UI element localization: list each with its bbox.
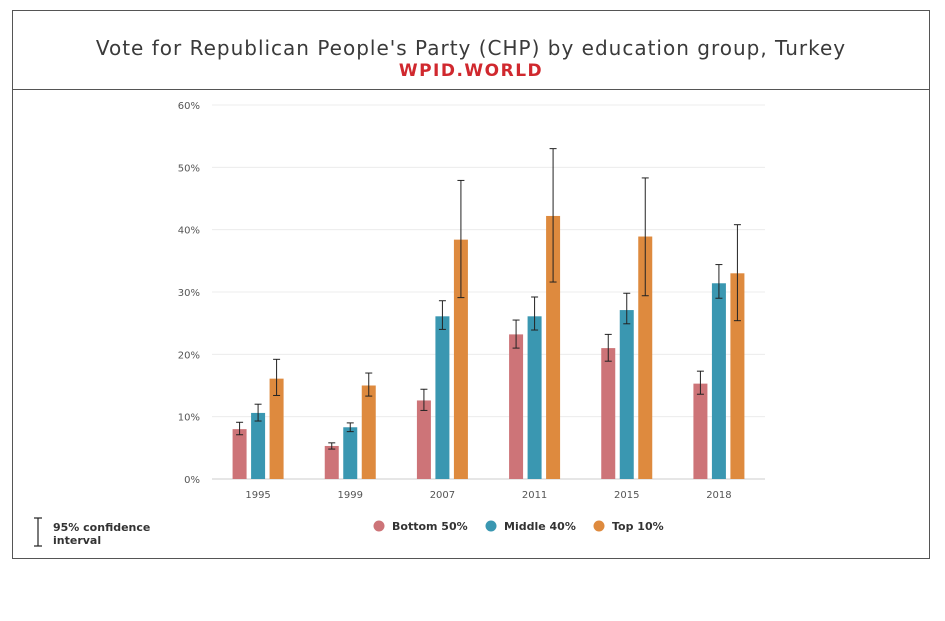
chart-frame: Vote for Republican People's Party (CHP)… — [12, 10, 930, 559]
bar-top-10pct-1999 — [361, 385, 376, 479]
y-tick-label: 60% — [178, 101, 200, 112]
legend: Bottom 50% Middle 40% Top 10% — [373, 520, 664, 533]
bar-top-10pct-2018 — [730, 273, 745, 479]
legend-label-top-10pct: Top 10% — [612, 520, 664, 533]
y-tick-label: 20% — [178, 350, 200, 361]
bar-bottom-50pct-2007 — [416, 400, 431, 479]
bar-bottom-50pct-2018 — [693, 383, 708, 479]
x-tick-label-2007: 2007 — [430, 490, 455, 501]
bar-top-10pct-2007 — [453, 239, 468, 479]
x-tick-label-2011: 2011 — [522, 490, 547, 501]
legend-marker-middle-40pct — [485, 520, 497, 532]
x-tick-label-2015: 2015 — [614, 490, 639, 501]
x-tick-label-1999: 1999 — [338, 490, 363, 501]
bar-middle-40pct-2007 — [435, 316, 450, 479]
legend-label-bottom-50pct: Bottom 50% — [392, 520, 468, 533]
error-bars — [236, 148, 741, 450]
y-tick-label: 0% — [184, 475, 200, 486]
bar-middle-40pct-2011 — [527, 316, 542, 479]
y-tick-label: 40% — [178, 226, 200, 237]
gridlines — [212, 104, 765, 480]
bar-middle-40pct-1995 — [251, 412, 266, 479]
bar-top-10pct-2015 — [638, 236, 653, 479]
ci-note-line1: 95% confidence — [53, 521, 150, 534]
x-tick-label-1995: 1995 — [245, 490, 270, 501]
y-axis-ticks: 0% 10% 20% 30% 40% 50% 60% — [178, 101, 200, 486]
bar-top-10pct-1995 — [269, 378, 284, 479]
bar-middle-40pct-1999 — [343, 427, 358, 479]
bar-bottom-50pct-1995 — [232, 429, 247, 479]
legend-marker-bottom-50pct — [373, 520, 385, 532]
bar-bottom-50pct-1999 — [324, 445, 339, 479]
chart-subtitle: WPID.WORLD — [398, 61, 544, 81]
bar-middle-40pct-2018 — [711, 283, 726, 479]
y-tick-label: 30% — [178, 288, 200, 299]
x-tick-label-2018: 2018 — [706, 490, 731, 501]
y-tick-label: 50% — [178, 163, 200, 174]
bars — [232, 215, 745, 479]
chart-header: Vote for Republican People's Party (CHP)… — [13, 11, 929, 90]
bar-bottom-50pct-2011 — [509, 334, 524, 479]
bar-bottom-50pct-2015 — [601, 348, 616, 479]
legend-label-middle-40pct: Middle 40% — [504, 520, 576, 533]
ci-note-line2: interval — [53, 534, 101, 547]
y-tick-label: 10% — [178, 413, 200, 424]
bar-middle-40pct-2015 — [619, 310, 634, 479]
legend-marker-top-10pct — [593, 520, 605, 532]
ci-note: 95% confidence interval — [34, 517, 150, 547]
chart-title: Vote for Republican People's Party (CHP)… — [95, 36, 847, 60]
x-axis-ticks: 1995 1999 2007 2011 2015 2018 — [245, 490, 731, 501]
